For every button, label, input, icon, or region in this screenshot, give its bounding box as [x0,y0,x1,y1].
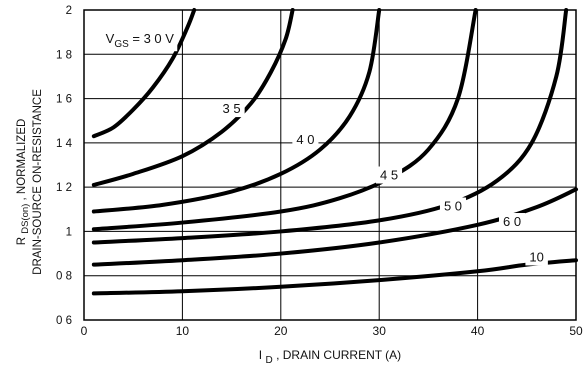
grid-layer [83,9,577,321]
y-axis-title-line1-group: R DS(on) , NORMALIZED [16,119,31,246]
curve-label-vgs-4-0: 4 0 [296,132,314,147]
y-tick-label: 1 6 [56,94,72,106]
y-axis-title-line1-rest: , NORMALIZED [16,119,28,201]
curve-label-bg [292,131,319,149]
y-tick-label: 1 4 [56,138,73,150]
x-axis-title-rest: , DRAIN CURRENT (A) [276,348,401,362]
curve-label-vgs-10: 10 [529,249,543,264]
series-line-vgs-3-0 [91,8,197,139]
y-axis-title-line1-prefix: R [16,237,28,245]
x-tick-label: 0 [81,324,88,338]
y-tick-label: 0 8 [56,271,72,283]
x-tick-label: 40 [471,324,485,338]
curve-label-subscript: GS [114,39,129,50]
curve-label-bg [525,248,548,266]
curve-label-vgs-6-0: 6 0 [503,214,521,229]
curve-label-bg [102,30,178,52]
curve-label-bg [376,166,403,184]
curve-label-vgs-5-0: 5 0 [444,199,462,214]
tick-label-layer: 0 10 20 30 40 50 0 6 0 8 1 1 2 1 4 1 6 1 8 2 [56,5,583,338]
series-line-vgs-4-0 [91,8,382,214]
curve-label-vgs-4-5: 4 5 [380,168,398,183]
curve-label-bg [218,100,245,118]
series-line-vgs-5-0 [91,8,569,245]
series-layer [91,8,578,296]
curve-label-vgs-3-5: 3 5 [223,101,241,116]
curve-label-vgs-3-0: VGS = 3 0 V [106,31,175,50]
series-line-vgs-3-5 [91,8,295,187]
y-tick-label: 2 [66,5,72,17]
x-axis-title-prefix: I [259,348,262,362]
x-tick-label: 20 [274,324,288,338]
y-tick-label: 0 6 [56,315,72,327]
curve-label-layer: VGS = 3 0 V 3 5 4 0 4 5 5 0 6 0 10 [102,30,548,266]
y-tick-label: 1 8 [56,49,72,61]
series-line-vgs-6-0 [91,187,578,267]
curve-label-bg [439,197,467,215]
curve-label-bg [499,213,526,231]
x-axis-title-subscript: D [265,355,272,364]
x-tick-label: 10 [176,324,190,338]
x-tick-label: 50 [569,324,583,338]
y-tick-label: 1 2 [56,182,72,194]
y-axis-title-line2-group: DRAIN-SOURCE ON-RESISTANCE [32,89,44,275]
y-tick-label: 1 [66,226,72,238]
x-tick-label: 30 [373,324,387,338]
y-axis-title-line2: DRAIN-SOURCE ON-RESISTANCE [32,89,44,275]
y-axis-title-line1: R DS(on) , NORMALIZED [16,119,31,246]
curve-label-prefix: V [106,31,115,46]
curve-label-rest: = 3 0 V [129,31,174,46]
series-line-vgs-4-5 [91,8,478,232]
series-line-vgs-10 [91,258,578,296]
x-axis-title: I D , DRAIN CURRENT (A) [259,348,401,364]
y-axis-title-line1-subscript: DS(on) [20,204,31,234]
plot-frame [83,9,577,321]
